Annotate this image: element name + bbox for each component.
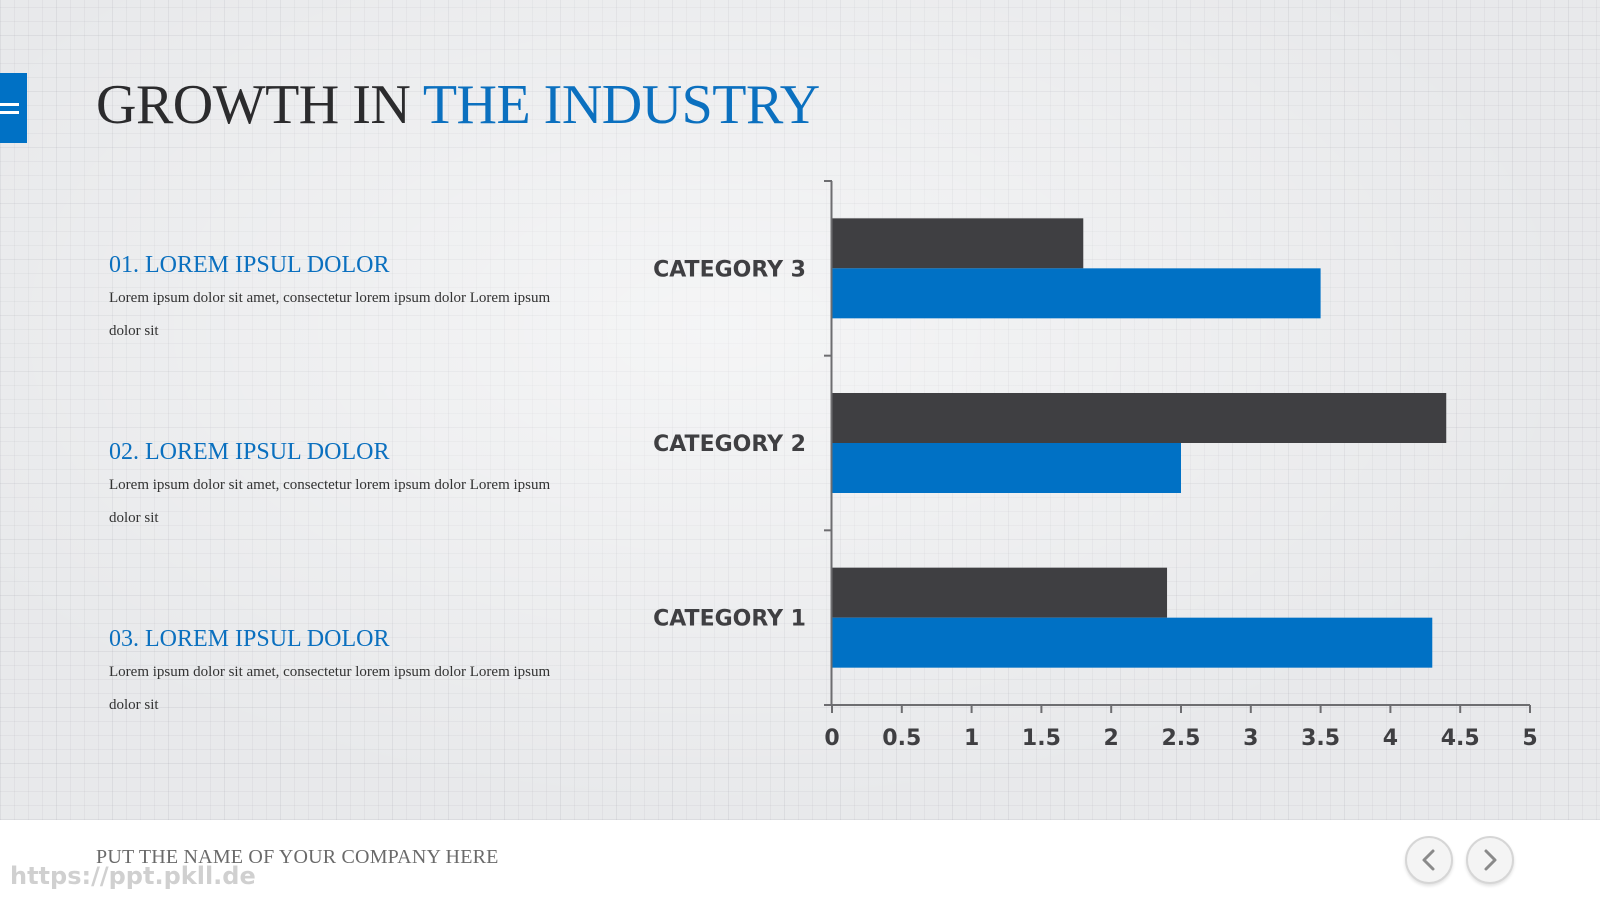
chevron-left-icon: [1422, 849, 1435, 871]
text-item-body: Lorem ipsum dolor sit amet, consectetur …: [109, 664, 551, 713]
category-label: CATEGORY 2: [653, 432, 806, 457]
x-tick-label: 3: [1243, 726, 1258, 751]
text-item-heading: 03. LOREM IPSUL DOLOR: [109, 626, 390, 652]
x-tick-label: 0.5: [882, 726, 921, 751]
previous-slide-button[interactable]: [1405, 836, 1453, 884]
title-part-accent: THE INDUSTRY: [422, 74, 820, 136]
category-label: CATEGORY 3: [653, 257, 806, 282]
x-tick-label: 0: [824, 726, 839, 751]
x-tick-label: 5: [1522, 726, 1537, 751]
bar-chart: CATEGORY 1 CATEGORY 2 CATEGORY 3 0 0.5 1 1.5 2 2…: [653, 180, 1538, 751]
chart-axes: [824, 180, 1531, 713]
bar-dark-cat-3: [832, 218, 1084, 269]
text-item-heading: 01. LOREM IPSUL DOLOR: [109, 252, 390, 278]
text-item-body: Lorem ipsum dolor sit amet, consectetur …: [109, 477, 551, 526]
x-tick-label: 1: [964, 726, 979, 751]
chart-bars: [832, 218, 1447, 668]
x-tick-label: 4.5: [1441, 726, 1480, 751]
next-slide-button[interactable]: [1466, 836, 1514, 884]
title-part-dark: GROWTH IN: [96, 74, 423, 136]
text-item-2: 02. LOREM IPSUL DOLOR Lorem ipsum dolor …: [109, 437, 579, 535]
chart-labels: CATEGORY 1 CATEGORY 2 CATEGORY 3 0 0.5 1 1.5 2 2…: [653, 257, 1538, 751]
x-tick-label: 4: [1383, 726, 1398, 751]
bar-blue-cat-2: [832, 443, 1181, 493]
footer: PUT THE NAME OF YOUR COMPANY HERE https:…: [0, 820, 1600, 900]
watermark-url: https://ppt.pkll.de: [10, 862, 256, 890]
bar-dark-cat-1: [832, 567, 1168, 618]
text-item-heading: 02. LOREM IPSUL DOLOR: [109, 439, 390, 465]
slide-title: GROWTH IN THE INDUSTRY: [96, 70, 820, 140]
bar-dark-cat-2: [832, 393, 1447, 443]
chevron-right-icon: [1484, 849, 1497, 871]
bar-blue-cat-1: [832, 617, 1433, 668]
slide-background: GROWTH IN THE INDUSTRY 01. LOREM IPSUL D…: [0, 0, 1600, 820]
text-item-3: 03. LOREM IPSUL DOLOR Lorem ipsum dolor …: [109, 624, 579, 722]
category-label: CATEGORY 1: [653, 607, 806, 632]
company-name: PUT THE NAME OF YOUR COMPANY HERE: [96, 846, 499, 868]
bar-blue-cat-3: [832, 268, 1321, 319]
x-tick-label: 2.5: [1162, 726, 1201, 751]
text-item-body: Lorem ipsum dolor sit amet, consectetur …: [109, 290, 551, 339]
menu-tab[interactable]: [0, 73, 27, 143]
x-tick-label: 1.5: [1022, 726, 1061, 751]
x-tick-label: 3.5: [1301, 726, 1340, 751]
text-item-1: 01. LOREM IPSUL DOLOR Lorem ipsum dolor …: [109, 250, 579, 348]
x-tick-label: 2: [1104, 726, 1119, 751]
